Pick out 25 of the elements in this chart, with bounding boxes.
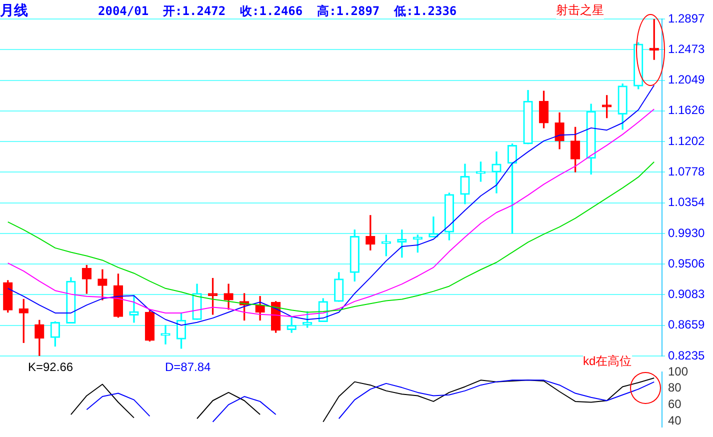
- annotation: kd在高位: [583, 353, 632, 370]
- y-tick-label: 0.9083: [668, 287, 706, 302]
- y-tick-label: 1.0778: [668, 164, 706, 178]
- candlestick: [129, 295, 139, 323]
- y-tick-label: 80: [668, 380, 682, 395]
- y-tick-label: 0.8659: [668, 318, 706, 332]
- text: K=92.66: [28, 360, 74, 374]
- chart-subtitle: 2004/01 开:1.2472 收:1.2466 高:1.2897 低:1.2336: [98, 3, 457, 20]
- y-tick-label: 40: [668, 413, 682, 428]
- y-tick-label: 100: [668, 364, 688, 378]
- y-tick-label: 1.2473: [668, 42, 706, 56]
- text: 射击之星: [556, 2, 604, 19]
- y-tick-label: 0.8235: [668, 348, 706, 362]
- y-tick-label: 1.1202: [668, 134, 706, 148]
- y-tick-label: 1.2897: [668, 11, 706, 26]
- y-tick-label: 1.0354: [668, 195, 706, 210]
- candlestick: [428, 216, 438, 238]
- text: D=87.84: [165, 360, 211, 374]
- y-tick-label: 0.9930: [668, 226, 706, 240]
- candlestick: [492, 151, 502, 194]
- y-tick-label: 1.2049: [668, 72, 706, 87]
- y-tick-label: 1.1626: [668, 103, 706, 118]
- chart-title: 月线: [0, 2, 28, 20]
- y-tick-label: 60: [668, 397, 682, 412]
- y-tick-label: 0.9506: [668, 256, 706, 270]
